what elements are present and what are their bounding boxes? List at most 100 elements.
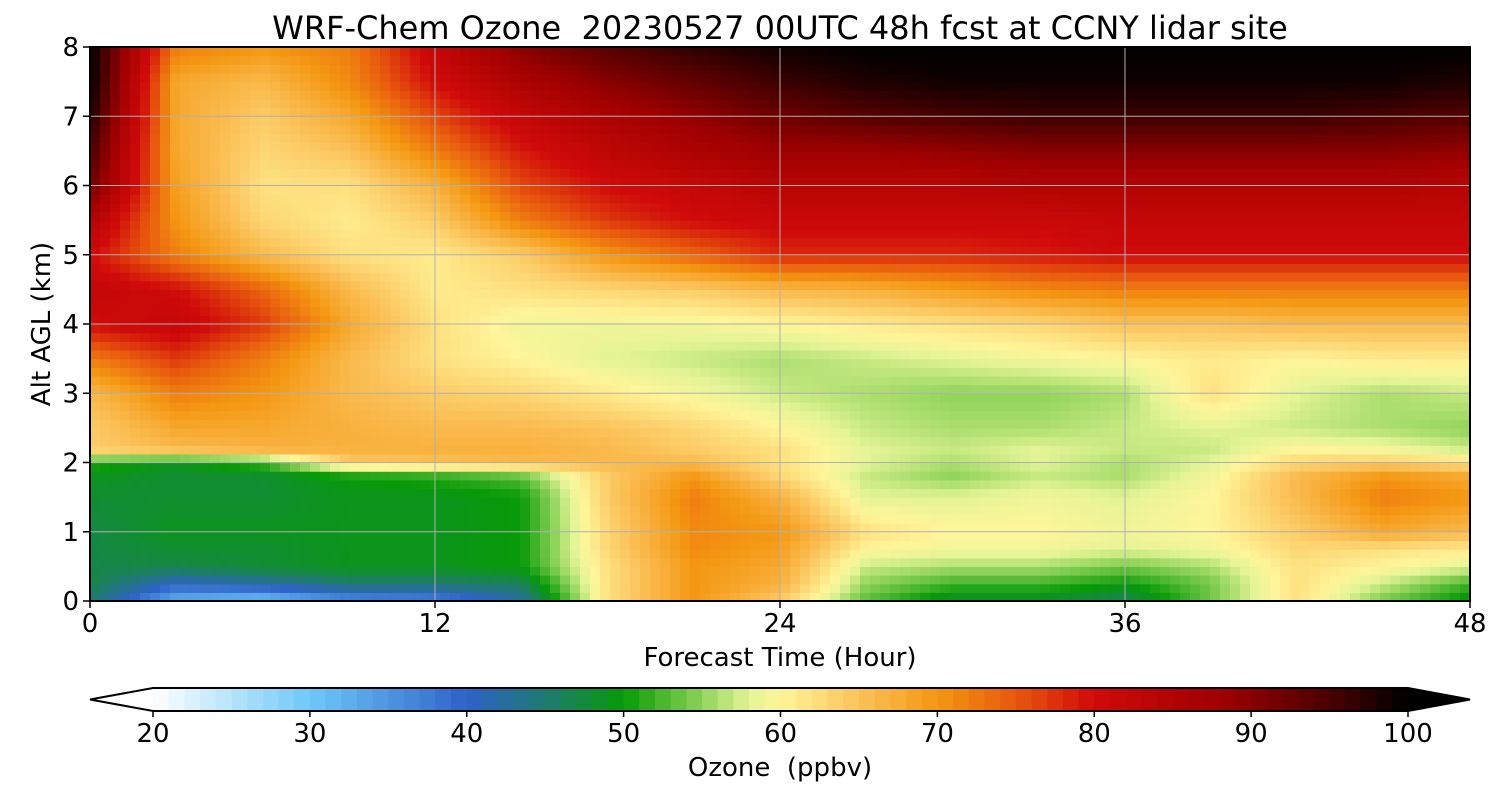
- heatmap-cell: [1350, 436, 1361, 446]
- heatmap-cell: [570, 427, 581, 438]
- heatmap-cell: [310, 479, 321, 490]
- heatmap-cell: [1370, 566, 1381, 576]
- heatmap-cell: [310, 592, 321, 601]
- heatmap-cell: [1300, 445, 1311, 455]
- heatmap-cell: [1150, 540, 1161, 550]
- heatmap-cell: [910, 384, 921, 394]
- heatmap-cell: [800, 575, 811, 585]
- heatmap-cell: [350, 557, 361, 567]
- heatmap-cell: [780, 384, 791, 394]
- heatmap-cell: [540, 549, 551, 559]
- heatmap-cell: [1060, 453, 1071, 464]
- heatmap-cell: [510, 566, 521, 576]
- heatmap-cell: [460, 393, 471, 403]
- heatmap-cell: [180, 358, 191, 368]
- heatmap-cell: [490, 514, 501, 524]
- heatmap-cell: [150, 540, 161, 550]
- heatmap-cell: [820, 436, 831, 446]
- heatmap-cell: [630, 471, 641, 481]
- heatmap-cell: [750, 488, 761, 498]
- heatmap-cell: [980, 393, 991, 403]
- heatmap-cell: [910, 462, 921, 472]
- heatmap-cell: [100, 375, 111, 386]
- heatmap-cell: [210, 453, 221, 464]
- heatmap-cell: [610, 375, 621, 386]
- heatmap-cell: [420, 367, 431, 377]
- heatmap-cell: [1170, 358, 1181, 368]
- heatmap-cell: [1250, 401, 1261, 412]
- heatmap-cell: [200, 488, 211, 498]
- heatmap-cell: [1220, 289, 1231, 299]
- heatmap-cell: [610, 453, 621, 464]
- heatmap-cell: [950, 462, 961, 472]
- heatmap-cell: [870, 575, 881, 585]
- heatmap-cell: [230, 367, 241, 377]
- heatmap-cell: [590, 332, 601, 342]
- heatmap-cell: [880, 531, 891, 542]
- heatmap-cell: [970, 401, 981, 412]
- heatmap-cell: [280, 393, 291, 403]
- heatmap-cell: [1270, 462, 1281, 472]
- heatmap-cell: [1370, 592, 1381, 601]
- heatmap-cell: [1270, 306, 1281, 316]
- heatmap-cell: [1360, 592, 1371, 601]
- heatmap-cell: [250, 557, 261, 567]
- heatmap-cell: [350, 479, 361, 490]
- heatmap-cell: [990, 341, 1001, 351]
- heatmap-cell: [680, 462, 691, 472]
- heatmap-cell: [1190, 566, 1201, 576]
- heatmap-cell: [320, 393, 331, 403]
- heatmap-cell: [890, 445, 901, 455]
- heatmap-cell: [540, 332, 551, 342]
- heatmap-cell: [440, 479, 451, 490]
- heatmap-cell: [680, 341, 691, 351]
- heatmap-cell: [1040, 341, 1051, 351]
- heatmap-cell: [1220, 375, 1231, 386]
- heatmap-cell: [230, 332, 241, 342]
- heatmap-cell: [1160, 289, 1171, 299]
- heatmap-cell: [1360, 298, 1371, 308]
- heatmap-cell: [440, 367, 451, 377]
- heatmap-cell: [810, 349, 821, 360]
- heatmap-cell: [530, 592, 541, 601]
- heatmap-cell: [1230, 315, 1241, 325]
- heatmap-cell: [1420, 566, 1431, 576]
- heatmap-cell: [770, 575, 781, 585]
- heatmap-cell: [570, 306, 581, 316]
- heatmap-cell: [840, 410, 851, 420]
- heatmap-cell: [1270, 575, 1281, 585]
- heatmap-cell: [300, 540, 311, 550]
- heatmap-cell: [200, 575, 211, 585]
- heatmap-cell: [1170, 566, 1181, 576]
- heatmap-cell: [790, 583, 801, 593]
- heatmap-cell: [860, 410, 871, 420]
- heatmap-cell: [180, 341, 191, 351]
- heatmap-cell: [1030, 341, 1041, 351]
- heatmap-cell: [1210, 401, 1221, 412]
- heatmap-cell: [1010, 514, 1021, 524]
- heatmap-cell: [1370, 367, 1381, 377]
- heatmap-cell: [460, 557, 471, 567]
- heatmap-cell: [1370, 523, 1381, 533]
- heatmap-cell: [1190, 306, 1201, 316]
- heatmap-cell: [1050, 349, 1061, 360]
- heatmap-cell: [540, 505, 551, 516]
- heatmap-cell: [1190, 497, 1201, 507]
- heatmap-cell: [1300, 549, 1311, 559]
- heatmap-cell: [130, 401, 141, 412]
- heatmap-cell: [200, 280, 211, 290]
- heatmap-cell: [850, 315, 861, 325]
- heatmap-cell: [620, 479, 631, 490]
- heatmap-cell: [680, 592, 691, 601]
- heatmap-cell: [680, 453, 691, 464]
- heatmap-cell: [1270, 531, 1281, 542]
- heatmap-cell: [890, 583, 901, 593]
- heatmap-cell: [710, 341, 721, 351]
- heatmap-cell: [130, 375, 141, 386]
- heatmap-cell: [390, 471, 401, 481]
- heatmap-cell: [930, 514, 941, 524]
- heatmap-cell: [700, 557, 711, 567]
- heatmap-cell: [240, 549, 251, 559]
- heatmap-cell: [1000, 497, 1011, 507]
- heatmap-cell: [420, 453, 431, 464]
